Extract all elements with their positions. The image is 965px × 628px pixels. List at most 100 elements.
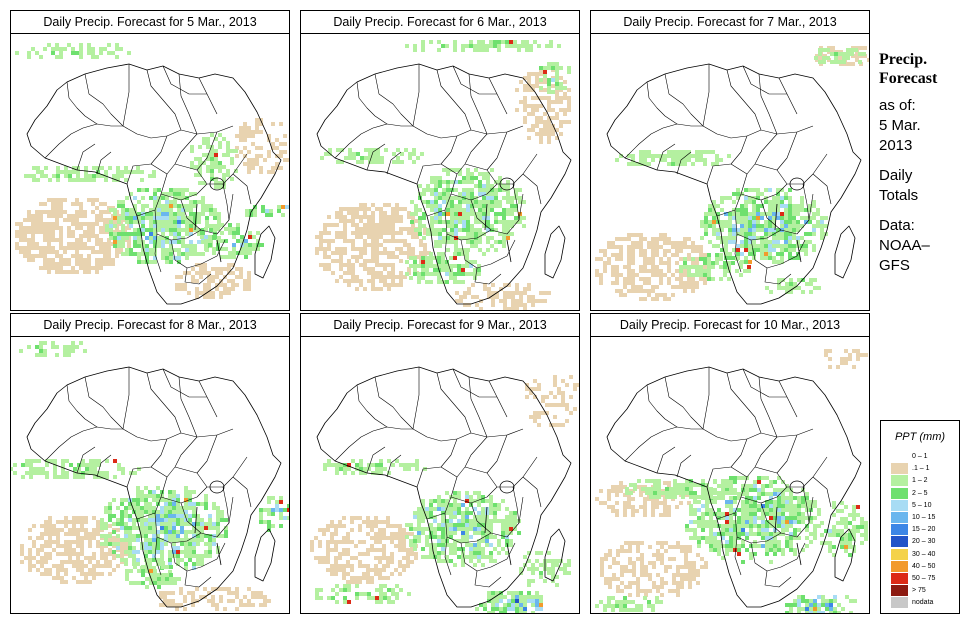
panel-title: Daily Precip. Forecast for 7 Mar., 2013 (590, 10, 870, 34)
precip-map (300, 33, 580, 311)
precip-field (15, 43, 289, 299)
legend-label: 30 – 40 (912, 550, 936, 558)
precip-legend: PPT (mm) 0 – 1 .1 – 1 1 – 2 2 – 5 5 – 10 10 –… (880, 420, 960, 614)
country-border (812, 173, 832, 205)
legend-swatch (891, 475, 908, 487)
madagascar-coastline (254, 225, 276, 279)
country-border (742, 368, 787, 398)
country-border (222, 486, 230, 524)
panel-title: Daily Precip. Forecast for 9 Mar., 2013 (300, 313, 580, 337)
data-source-1: NOAA– (879, 237, 930, 254)
country-border (66, 81, 98, 125)
country-border (664, 73, 704, 127)
country-border (624, 123, 814, 159)
country-border (450, 486, 498, 504)
country-border (740, 486, 788, 504)
legend-swatch (891, 536, 908, 548)
country-border (184, 570, 212, 588)
country-border (174, 434, 218, 474)
country-border (468, 73, 488, 135)
country-border (452, 65, 497, 95)
lake-tanganyika (774, 506, 778, 534)
country-border (96, 454, 112, 478)
precip-map (300, 336, 580, 614)
lake-malawi (506, 239, 512, 263)
country-border (366, 143, 386, 171)
lake-victoria (499, 480, 515, 494)
legend-item: 5 – 10 (891, 499, 955, 511)
panel-title: Daily Precip. Forecast for 8 Mar., 2013 (10, 313, 290, 337)
lake-tanganyika (484, 203, 488, 231)
country-border (198, 380, 218, 418)
lake-malawi (506, 542, 512, 566)
country-border (44, 123, 234, 159)
lake-malawi (216, 239, 222, 263)
legend-item: 40 – 50 (891, 560, 955, 572)
country-border (758, 73, 778, 135)
country-border (754, 131, 798, 171)
country-border (488, 380, 508, 418)
madagascar-coastline (834, 225, 856, 279)
country-border (764, 570, 792, 588)
country-border (356, 384, 388, 428)
country-border (174, 131, 218, 171)
legend-item: 2 – 5 (891, 487, 955, 499)
country-border (154, 233, 162, 273)
country-border (412, 367, 420, 430)
country-border (802, 486, 810, 524)
country-border (656, 446, 676, 474)
precip-field (310, 375, 579, 613)
country-border (460, 542, 516, 572)
country-border (676, 151, 692, 175)
africa-coastline (26, 366, 282, 608)
country-border (664, 376, 704, 430)
madagascar-coastline (834, 528, 856, 582)
precip-map (10, 336, 290, 614)
legend-item: 10 – 15 (891, 512, 955, 523)
africa-coastline (26, 63, 282, 305)
country-border (76, 446, 96, 474)
country-border (184, 267, 212, 285)
country-border (702, 64, 710, 127)
country-border (742, 65, 787, 95)
country-border (734, 233, 742, 273)
country-border (716, 173, 748, 217)
precip-map (590, 336, 870, 614)
country-border (96, 151, 112, 175)
legend-label: 40 – 50 (912, 562, 936, 570)
legend-swatch (891, 560, 908, 572)
country-border (778, 77, 798, 115)
country-border (716, 476, 748, 520)
country-border (624, 426, 814, 462)
country-border (474, 570, 502, 588)
country-border (522, 173, 542, 205)
panel-title: Daily Precip. Forecast for 6 Mar., 2013 (300, 10, 580, 34)
country-border (646, 81, 678, 125)
panel-title: Daily Precip. Forecast for 10 Mar., 2013 (590, 313, 870, 337)
country-border (162, 368, 207, 398)
lake-victoria (789, 177, 805, 191)
country-border (512, 486, 520, 524)
data-source-2: GFS (879, 257, 910, 274)
country-border (436, 372, 472, 434)
panel-title: Daily Precip. Forecast for 5 Mar., 2013 (10, 10, 290, 34)
country-border (76, 143, 96, 171)
legend-swatch (891, 573, 908, 584)
country-border (334, 123, 524, 159)
legend-item: nodata (891, 597, 955, 609)
country-border (812, 476, 832, 508)
legend-item: 20 – 30 (891, 536, 955, 548)
sidebar-heading-1: Precip. (879, 51, 928, 68)
precip-map (10, 33, 290, 311)
lake-victoria (499, 177, 515, 191)
country-border (452, 368, 497, 398)
country-border (334, 426, 524, 462)
country-border (386, 454, 402, 478)
madagascar-coastline (254, 528, 276, 582)
data-label: Data: (879, 217, 915, 234)
country-border (656, 143, 676, 171)
forecast-panel-1: Daily Precip. Forecast for 5 Mar., 2013 (10, 10, 298, 311)
country-border (706, 135, 748, 185)
asof-label: as of: (879, 97, 916, 114)
legend-label: 5 – 10 (912, 501, 932, 509)
